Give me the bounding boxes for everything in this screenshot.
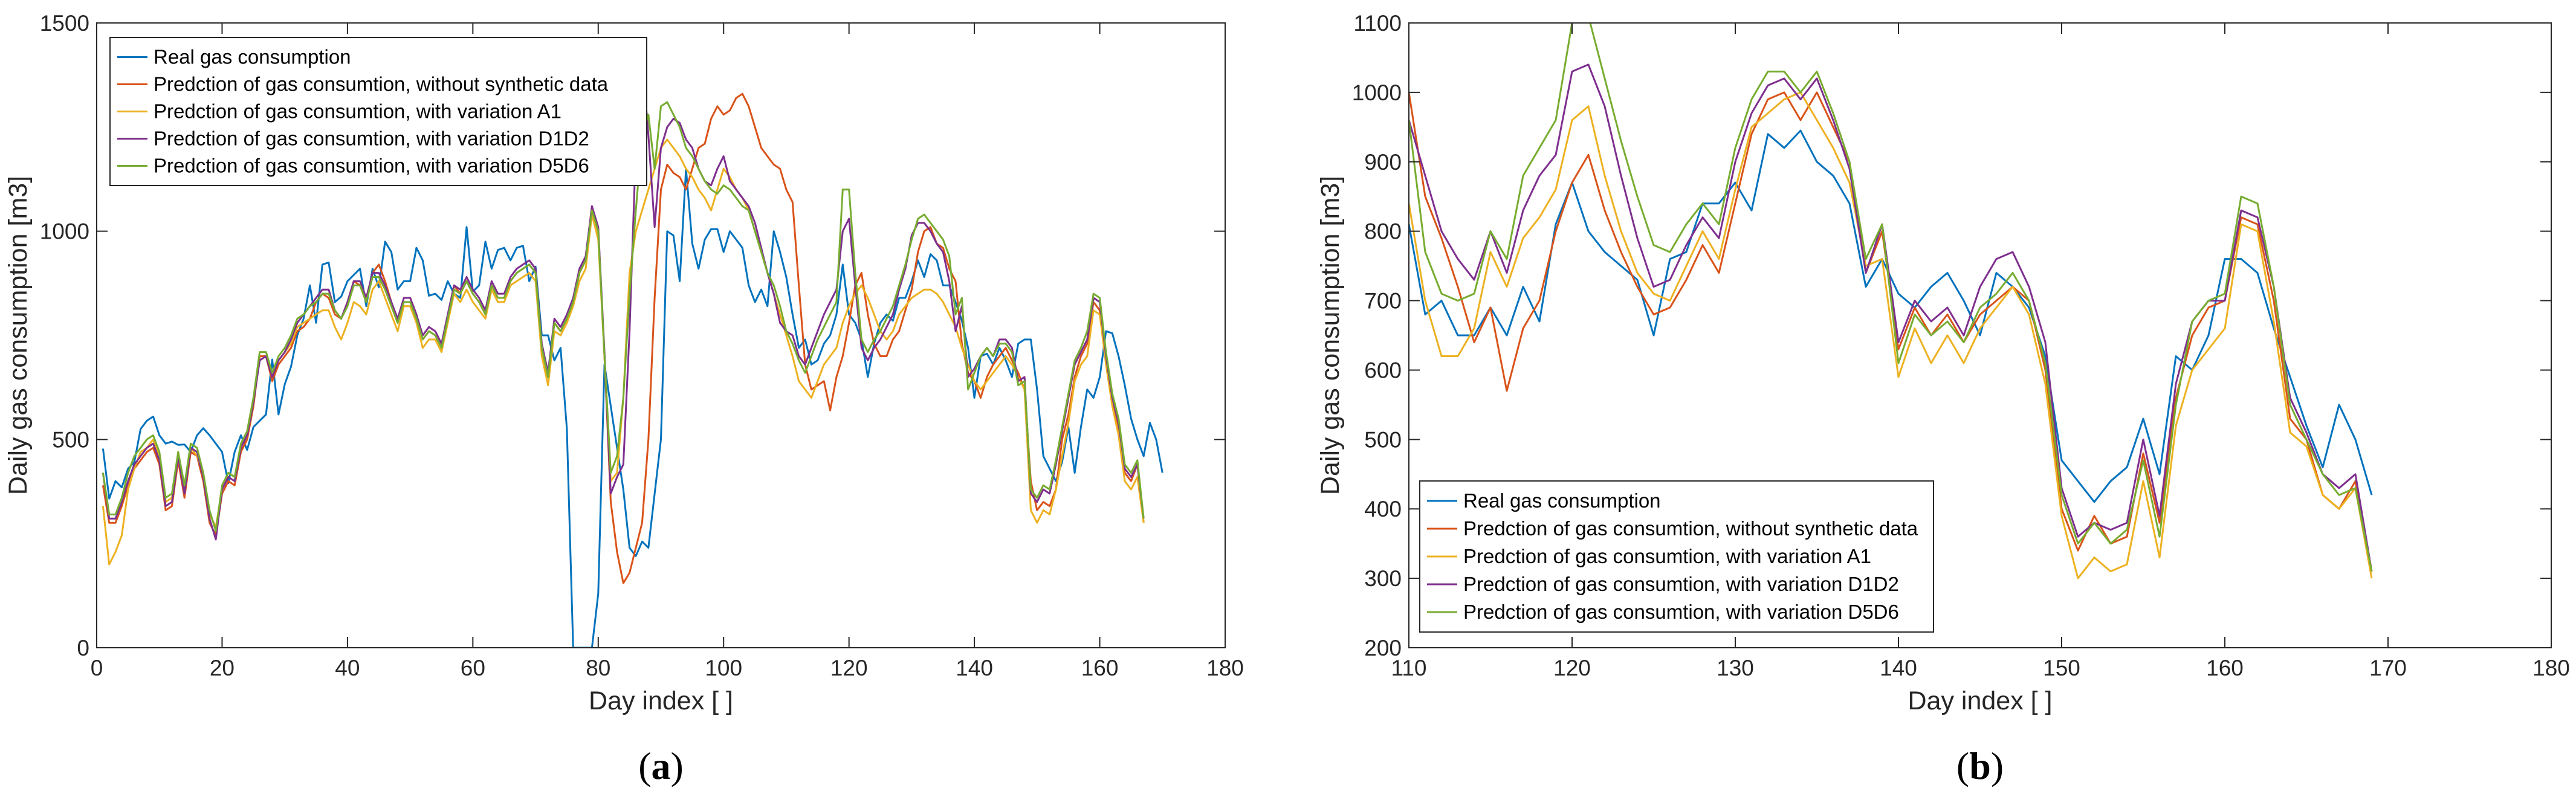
legend: Real gas consumption Predction of gas con…	[109, 37, 647, 186]
chart-panel-b: 110 120 130 140 150 160 170 180 200 300 400 500 600 7…	[1316, 11, 2570, 787]
y-tick-label: 600	[1364, 358, 1402, 382]
x-tick-label: 80	[586, 656, 610, 680]
x-tick-label: 120	[830, 656, 868, 680]
legend-entry-label: Predction of gas consumtion, without syn…	[154, 73, 609, 95]
legend-entry-label: Predction of gas consumtion, with variat…	[154, 155, 589, 177]
y-tick-label: 700	[1364, 289, 1402, 314]
x-axis-label: Day index [ ]	[1908, 686, 2053, 715]
x-tick-label: 170	[2369, 656, 2407, 680]
series-line-d1d2	[102, 55, 1145, 541]
caption-close: )	[671, 744, 684, 787]
axes-box	[96, 22, 1226, 648]
caption-close: )	[1991, 744, 2004, 787]
y-axis-label: Daily gas consumption [m3]	[1316, 176, 1345, 495]
legend-entry-label: Predction of gas consumtion, with variat…	[154, 100, 561, 123]
y-tick-label: 400	[1364, 497, 1402, 521]
legend-entry-label: Predction of gas consumtion, with variat…	[1463, 545, 1871, 567]
series-line-d1d2	[1409, 63, 2373, 572]
series-line-a1	[1409, 91, 2373, 579]
x-axis-label: Day index [ ]	[589, 686, 733, 715]
x-tick-label: 180	[2532, 656, 2570, 680]
x-tick-label: 40	[335, 656, 360, 680]
axes-box	[1408, 22, 2552, 648]
series-line-d5d6	[1409, 23, 2373, 572]
x-tick-label: 160	[1081, 656, 1119, 680]
caption-open: (	[1956, 744, 1969, 787]
legend-entry-label: Predction of gas consumtion, with variat…	[154, 127, 589, 150]
x-tick-label: 160	[2206, 656, 2244, 680]
x-tick-label: 110	[1391, 656, 1427, 680]
legend-box	[1419, 480, 1934, 633]
caption-letter: a	[652, 744, 671, 787]
plot-area	[1409, 23, 2373, 579]
caption-letter: b	[1969, 744, 1991, 787]
x-tick-label: 140	[1880, 656, 1917, 680]
y-tick-label: 0	[77, 636, 89, 660]
y-tick-label: 900	[1364, 150, 1402, 175]
x-tick-label: 0	[91, 656, 103, 680]
series-line-real	[102, 167, 1163, 648]
panel-caption: (a)	[638, 744, 684, 787]
y-tick-label: 300	[1364, 566, 1402, 591]
y-axis-label: Daily gas consumption [m3]	[4, 176, 33, 495]
x-tick-label: 20	[210, 656, 235, 680]
y-tick-label: 1500	[40, 11, 89, 36]
y-tick-label: 1100	[1353, 11, 1402, 36]
panel-caption: (b)	[1956, 744, 2004, 787]
legend-entry-label: Predction of gas consumtion, without syn…	[1463, 517, 1918, 540]
legend-entry-label: Real gas consumption	[154, 46, 351, 68]
legend-entry-label: Predction of gas consumtion, with variat…	[1463, 573, 1899, 595]
y-tick-label: 500	[1364, 427, 1402, 452]
y-tick-label: 1000	[40, 219, 89, 244]
y-tick-label: 800	[1364, 219, 1402, 244]
legend-box	[109, 37, 647, 186]
legend: Real gas consumption Predction of gas con…	[1419, 480, 1934, 633]
chart-panel-a: 0 20 40 60 80 100 120 140 160 180 0 500 1000 1500 Day …	[4, 11, 1244, 787]
y-tick-label: 1000	[1352, 80, 1402, 105]
x-tick-label: 140	[956, 656, 993, 680]
caption-open: (	[638, 744, 651, 787]
x-tick-label: 130	[1717, 656, 1754, 680]
plot-area	[102, 55, 1163, 648]
legend-entry-label: Real gas consumption	[1463, 489, 1661, 512]
y-tick-label: 500	[52, 427, 89, 452]
y-tick-label: 200	[1364, 636, 1402, 660]
x-tick-label: 180	[1206, 656, 1244, 680]
x-tick-label: 150	[2043, 656, 2080, 680]
x-tick-label: 120	[1553, 656, 1591, 680]
x-tick-label: 100	[705, 656, 742, 680]
x-tick-label: 60	[461, 656, 485, 680]
series-line-d5d6	[102, 101, 1145, 532]
legend-entry-label: Predction of gas consumtion, with variat…	[1463, 601, 1899, 623]
